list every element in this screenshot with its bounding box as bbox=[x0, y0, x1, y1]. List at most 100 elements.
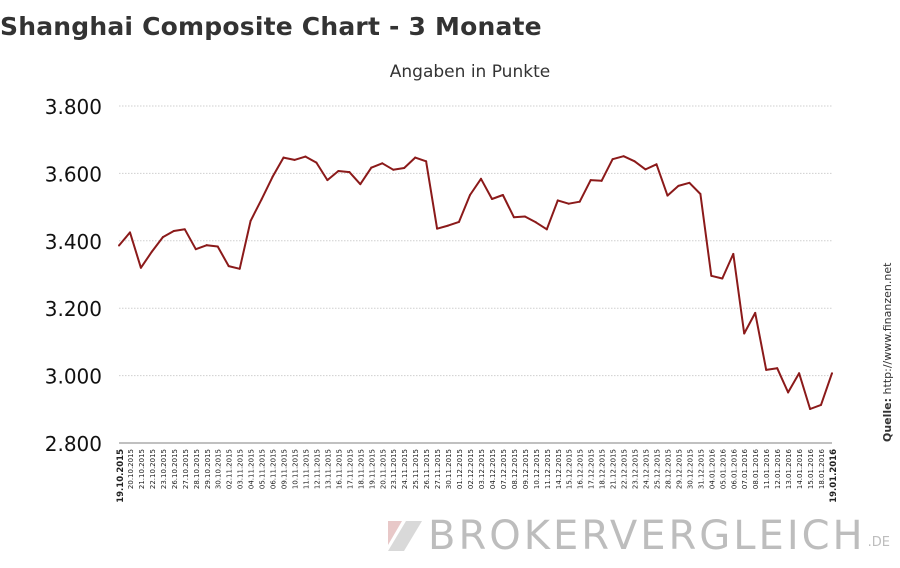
data-point bbox=[414, 156, 417, 159]
x-tick-label: 29.10.2015 bbox=[204, 449, 212, 489]
data-point bbox=[183, 228, 186, 231]
x-tick-label: 14.12.2015 bbox=[555, 449, 563, 489]
data-point bbox=[743, 332, 746, 335]
x-tick-label: 09.11.2015 bbox=[281, 449, 289, 489]
x-tick-label: 09.12.2015 bbox=[522, 449, 530, 489]
data-point bbox=[118, 244, 120, 247]
y-tick-label: 3.200 bbox=[45, 297, 102, 321]
data-point bbox=[447, 224, 450, 227]
data-point bbox=[809, 407, 812, 410]
data-point bbox=[128, 231, 131, 234]
y-tick-label: 2.800 bbox=[45, 432, 102, 456]
data-point bbox=[469, 193, 472, 196]
data-point bbox=[688, 181, 691, 184]
data-point bbox=[578, 200, 581, 203]
data-point bbox=[490, 198, 493, 201]
x-tick-label: 16.11.2015 bbox=[335, 449, 343, 489]
x-tick-label: 08.12.2015 bbox=[511, 449, 519, 489]
x-tick-label: 17.12.2015 bbox=[588, 449, 596, 489]
x-tick-label: 11.11.2015 bbox=[302, 449, 310, 489]
x-tick-label: 21.10.2015 bbox=[138, 449, 146, 489]
data-point bbox=[600, 179, 603, 182]
x-tick-label: 24.11.2015 bbox=[401, 449, 409, 489]
x-tick-label: 30.11.2015 bbox=[445, 449, 453, 489]
data-point bbox=[677, 184, 680, 187]
x-tick-label: 16.12.2015 bbox=[577, 449, 585, 489]
data-point bbox=[161, 236, 164, 239]
x-tick-label: 17.11.2015 bbox=[346, 449, 354, 489]
x-tick-label: 28.10.2015 bbox=[193, 449, 201, 489]
x-tick-label: 10.11.2015 bbox=[292, 449, 300, 489]
x-tick-label: 18.11.2015 bbox=[357, 449, 365, 489]
data-point bbox=[534, 221, 537, 224]
x-tick-label: 15.12.2015 bbox=[566, 449, 574, 489]
x-tick-label: 02.11.2015 bbox=[226, 449, 234, 489]
x-tick-label: 06.11.2015 bbox=[270, 449, 278, 489]
x-tick-label: 27.11.2015 bbox=[434, 449, 442, 489]
x-tick-label: 28.12.2015 bbox=[664, 449, 672, 489]
chart-title: Shanghai Composite Chart - 3 Monate bbox=[0, 12, 542, 41]
data-point bbox=[370, 166, 373, 169]
x-tick-label: 20.11.2015 bbox=[379, 449, 387, 489]
data-point bbox=[798, 372, 801, 375]
x-tick-label: 11.12.2015 bbox=[544, 449, 552, 489]
data-point bbox=[765, 368, 768, 371]
data-point bbox=[282, 156, 285, 159]
data-point bbox=[787, 391, 790, 394]
x-tick-label: 26.11.2015 bbox=[423, 449, 431, 489]
x-tick-label: 22.12.2015 bbox=[621, 449, 629, 489]
data-point bbox=[403, 167, 406, 170]
data-point bbox=[392, 168, 395, 171]
data-point bbox=[479, 177, 482, 180]
x-tick-label: 23.11.2015 bbox=[390, 449, 398, 489]
x-tick-label: 26.10.2015 bbox=[171, 449, 179, 489]
data-point bbox=[436, 227, 439, 230]
x-tick-label: 18.12.2015 bbox=[599, 449, 607, 489]
data-point bbox=[315, 161, 318, 164]
x-tick-label: 19.01.2016 bbox=[829, 449, 839, 503]
y-tick-label: 3.800 bbox=[45, 95, 102, 119]
x-tick-label: 02.12.2015 bbox=[467, 449, 475, 489]
x-tick-label: 22.10.2015 bbox=[149, 449, 157, 489]
data-point bbox=[425, 160, 428, 163]
y-tick-label: 3.000 bbox=[45, 365, 102, 389]
data-point bbox=[205, 244, 208, 247]
data-point bbox=[644, 168, 647, 171]
data-point bbox=[545, 228, 548, 231]
x-tick-label: 03.11.2015 bbox=[237, 449, 245, 489]
x-tick-label: 14.01.2016 bbox=[796, 448, 804, 489]
x-tick-label: 19.11.2015 bbox=[368, 449, 376, 489]
x-tick-label: 29.12.2015 bbox=[675, 449, 683, 489]
data-point bbox=[359, 183, 362, 186]
data-point bbox=[754, 311, 757, 314]
watermark-text: BROKERVERGLEICH bbox=[428, 513, 866, 559]
x-tick-label: 23.12.2015 bbox=[632, 449, 640, 489]
data-point bbox=[271, 175, 274, 178]
data-point bbox=[458, 220, 461, 223]
x-tick-label: 30.10.2015 bbox=[215, 449, 223, 489]
source-label: Quelle: bbox=[881, 397, 894, 442]
series-line bbox=[118, 155, 833, 410]
x-tick-label: 07.12.2015 bbox=[500, 449, 508, 489]
x-tick-label: 12.01.2016 bbox=[774, 448, 782, 489]
data-point bbox=[666, 194, 669, 197]
x-tick-label: 04.01.2016 bbox=[708, 448, 716, 489]
data-point bbox=[194, 248, 197, 251]
x-tick-label: 24.12.2015 bbox=[643, 449, 651, 489]
watermark-suffix: .DE bbox=[867, 535, 890, 550]
data-point bbox=[293, 158, 296, 161]
x-tick-label: 05.11.2015 bbox=[259, 449, 267, 489]
x-tick-label: 18.01.2016 bbox=[818, 448, 826, 489]
series-line-group bbox=[118, 155, 833, 410]
source-note: Quelle: http://www.finanzen.net bbox=[881, 263, 894, 442]
data-point bbox=[831, 372, 833, 375]
data-point bbox=[501, 193, 504, 196]
data-point bbox=[699, 192, 702, 195]
data-point bbox=[227, 265, 230, 268]
x-tick-label: 27.10.2015 bbox=[182, 449, 190, 489]
x-tick-label: 08.01.2016 bbox=[752, 448, 760, 489]
data-point bbox=[710, 274, 713, 277]
data-point bbox=[348, 171, 351, 174]
data-point bbox=[622, 155, 625, 158]
